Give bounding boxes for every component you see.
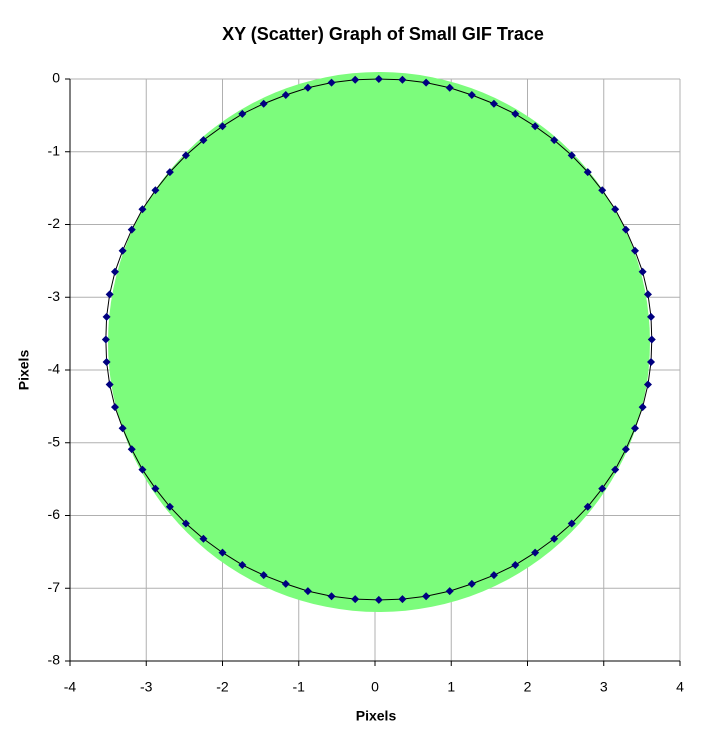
marker (467, 91, 476, 100)
marker (165, 502, 174, 511)
x-tick-label: -2 (216, 679, 229, 695)
chart-title: XY (Scatter) Graph of Small GIF Trace (222, 24, 544, 44)
marker (531, 548, 540, 557)
y-tick-label: -5 (48, 433, 61, 449)
marker (550, 136, 559, 145)
y-tick-label: 0 (52, 70, 60, 86)
y-tick-label: -2 (48, 215, 61, 231)
marker (281, 91, 290, 100)
marker (621, 225, 630, 234)
marker (351, 75, 360, 84)
y-tick-label: -3 (48, 288, 61, 304)
marker (598, 484, 607, 493)
marker (583, 502, 592, 511)
marker (110, 267, 119, 276)
marker (398, 75, 407, 84)
marker (127, 225, 136, 234)
marker (511, 560, 520, 569)
green-circle-image (108, 72, 650, 612)
marker (102, 357, 111, 366)
marker (303, 83, 312, 92)
marker (151, 484, 160, 493)
marker (127, 445, 136, 454)
x-tick-label: 1 (447, 679, 455, 695)
marker (327, 592, 336, 601)
marker (631, 246, 640, 255)
marker (647, 357, 656, 366)
marker (118, 246, 127, 255)
x-tick-label: 0 (371, 679, 379, 695)
marker (259, 571, 268, 580)
y-tick-label: -7 (48, 579, 61, 595)
marker (281, 579, 290, 588)
marker (259, 99, 268, 108)
marker (638, 267, 647, 276)
marker (165, 168, 174, 177)
marker (643, 380, 652, 389)
marker (422, 592, 431, 601)
marker (351, 595, 360, 604)
marker (445, 83, 454, 92)
marker (567, 151, 576, 160)
marker (598, 186, 607, 195)
marker (631, 424, 640, 433)
marker (422, 78, 431, 87)
marker (105, 380, 114, 389)
y-tick-label: -6 (48, 506, 61, 522)
marker (445, 587, 454, 596)
marker (398, 595, 407, 604)
marker (611, 465, 620, 474)
marker (647, 335, 656, 344)
marker (531, 122, 540, 131)
marker (643, 290, 652, 299)
marker (218, 122, 227, 131)
marker (238, 109, 247, 118)
marker (105, 290, 114, 299)
x-tick-label: 4 (676, 679, 684, 695)
marker (110, 403, 119, 412)
marker (199, 534, 208, 543)
marker (303, 587, 312, 596)
marker (621, 445, 630, 454)
x-tick-label: -1 (293, 679, 306, 695)
marker (511, 109, 520, 118)
marker (638, 403, 647, 412)
y-tick-label: -8 (48, 652, 61, 668)
marker (489, 99, 498, 108)
marker (374, 595, 383, 604)
marker (374, 75, 383, 83)
marker (327, 78, 336, 87)
marker (467, 579, 476, 588)
marker (550, 534, 559, 543)
marker (199, 136, 208, 145)
marker (181, 519, 190, 528)
marker (138, 465, 147, 474)
marker (101, 335, 110, 344)
marker (567, 519, 576, 528)
x-tick-label: -3 (140, 679, 153, 695)
y-tick-label: -4 (48, 361, 61, 377)
marker (118, 424, 127, 433)
marker (583, 168, 592, 177)
x-axis-label: Pixels (356, 708, 397, 724)
marker (489, 571, 498, 580)
x-tick-label: 2 (524, 679, 532, 695)
x-tick-label: 3 (600, 679, 608, 695)
marker (611, 205, 620, 214)
marker (151, 186, 160, 195)
marker (138, 205, 147, 214)
x-tick-label: -4 (64, 679, 77, 695)
y-axis-label: Pixels (16, 350, 32, 391)
marker (102, 312, 111, 321)
marker (181, 151, 190, 160)
marker (647, 312, 656, 321)
y-tick-label: -1 (48, 142, 61, 158)
marker (238, 560, 247, 569)
marker (218, 548, 227, 557)
